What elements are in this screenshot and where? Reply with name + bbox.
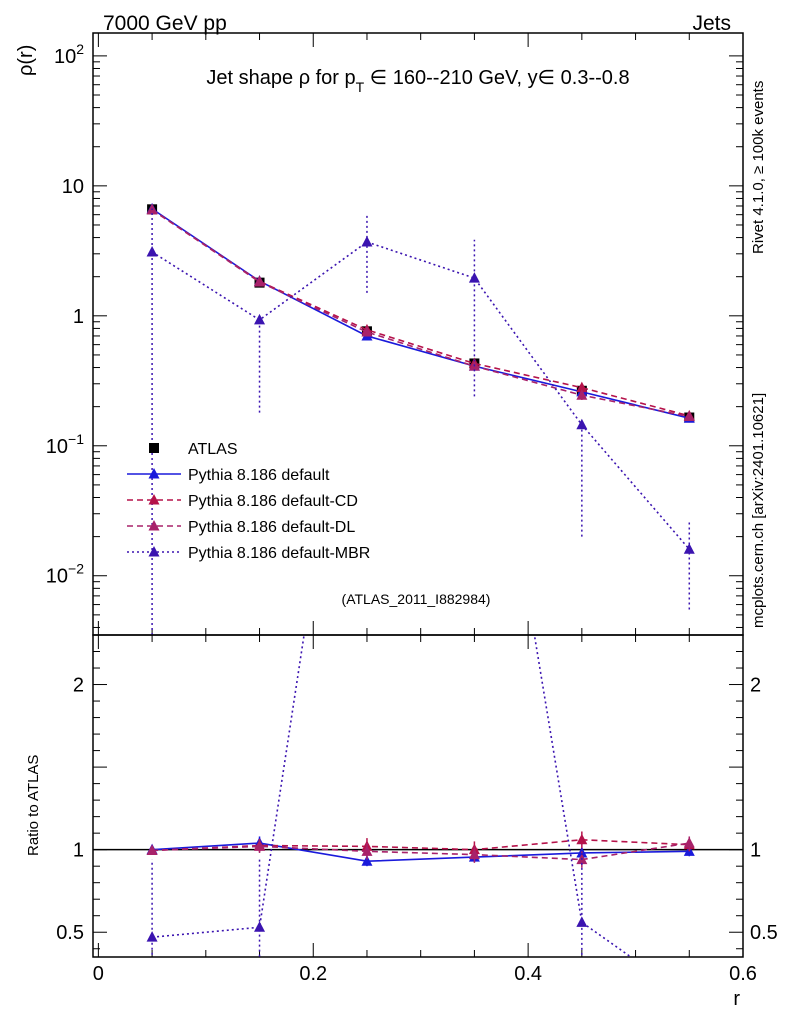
ratio-y-tick-label-left: 2 bbox=[73, 675, 84, 697]
main-y-tick-label: 10 bbox=[62, 176, 84, 198]
ratio-y-axis-label: Ratio to ATLAS bbox=[25, 755, 42, 856]
main-mc-point bbox=[576, 389, 588, 400]
header-energy-label: 7000 GeV pp bbox=[103, 12, 227, 35]
main-mc-point bbox=[468, 272, 480, 283]
main-series-line bbox=[151, 241, 690, 550]
rivet-label: Rivet 4.1.0, ≥ 100k events bbox=[750, 81, 767, 254]
header-category-label: Jets bbox=[692, 12, 731, 35]
legend-label: Pythia 8.186 default-MBR bbox=[188, 545, 370, 562]
ratio-axis-ticks: 0.5 0.5 1 1 2 2 0 0.2 0.4 0.6 bbox=[56, 635, 778, 985]
x-tick-label: 0.2 bbox=[299, 963, 327, 985]
legend-label: Pythia 8.186 default-CD bbox=[188, 493, 358, 510]
ratio-point bbox=[683, 837, 695, 848]
title-part-a: Jet shape ρ for p bbox=[206, 67, 355, 89]
x-tick-label: 0 bbox=[93, 963, 104, 985]
main-series-1 bbox=[146, 202, 695, 423]
ratio-plot-frame bbox=[92, 634, 744, 958]
legend-marker-square bbox=[149, 443, 159, 453]
legend-label: ATLAS bbox=[188, 441, 238, 458]
main-mc-point bbox=[254, 313, 266, 325]
main-y-tick-label: 102 bbox=[54, 41, 84, 68]
title-subscript: T bbox=[356, 79, 365, 95]
ratio-y-tick-label-right: 1 bbox=[750, 840, 761, 862]
x-tick-label: 0.6 bbox=[729, 963, 757, 985]
ratio-point bbox=[684, 992, 695, 1003]
main-mc-point bbox=[146, 245, 158, 257]
main-mc-point bbox=[683, 410, 695, 421]
ratio-y-tick-label-left: 0.5 bbox=[56, 922, 84, 944]
main-series-4 bbox=[146, 208, 695, 635]
ratio-series-line bbox=[152, 635, 633, 957]
ratio-point bbox=[576, 833, 588, 845]
x-tick-label: 0.4 bbox=[514, 963, 542, 985]
main-y-tick-label: 10−2 bbox=[46, 561, 84, 588]
main-series-group bbox=[146, 202, 695, 635]
legend-label: Pythia 8.186 default-DL bbox=[188, 519, 355, 536]
main-axis-ticks: 102 10 1 10−1 10−2 bbox=[46, 33, 744, 635]
main-mc-point bbox=[254, 276, 266, 287]
analysis-annotation: (ATLAS_2011_I882984) bbox=[342, 591, 491, 607]
ratio-point bbox=[146, 931, 158, 942]
ratio-y-tick-label-right: 0.5 bbox=[750, 922, 778, 944]
legend-marker-triangle bbox=[148, 468, 160, 479]
ratio-point bbox=[468, 848, 480, 860]
main-series-line bbox=[151, 209, 690, 417]
ratio-series-line bbox=[152, 842, 690, 861]
legend: ATLAS Pythia 8.186 default Pythia 8.186 de… bbox=[127, 441, 370, 562]
main-mc-point bbox=[576, 381, 588, 393]
main-plot-title: Jet shape ρ for pT ∈ 160--210 GeV, y∈ 0.… bbox=[206, 67, 629, 95]
main-y-tick-label: 10−1 bbox=[46, 431, 84, 458]
ratio-point bbox=[361, 855, 373, 866]
main-series-0 bbox=[147, 204, 695, 423]
main-series-line bbox=[151, 209, 690, 418]
ratio-point bbox=[361, 845, 373, 856]
ratio-point bbox=[254, 921, 266, 932]
ratio-series-3 bbox=[146, 635, 695, 1003]
main-mc-point bbox=[361, 326, 373, 337]
main-y-axis-label: ρ(r) bbox=[15, 45, 37, 76]
main-mc-point bbox=[361, 235, 373, 247]
main-series-line bbox=[151, 208, 690, 419]
legend-marker-triangle bbox=[148, 520, 160, 531]
mcplots-label: mcplots.cern.ch [arXiv:2401.10621] bbox=[750, 393, 767, 628]
legend-label: Pythia 8.186 default bbox=[188, 467, 330, 484]
ratio-y-tick-label-left: 1 bbox=[73, 840, 84, 862]
ratio-y-tick-label-right: 2 bbox=[750, 675, 761, 697]
legend-marker-triangle bbox=[148, 546, 160, 557]
main-mc-point bbox=[576, 418, 588, 430]
x-axis-label: r bbox=[733, 988, 740, 1010]
ratio-series-2 bbox=[146, 836, 695, 868]
main-series-3 bbox=[146, 203, 695, 421]
ratio-point bbox=[146, 844, 158, 855]
ratio-point bbox=[254, 840, 266, 851]
ratio-series-line bbox=[152, 842, 690, 863]
main-series-2 bbox=[146, 203, 695, 421]
main-y-tick-label: 1 bbox=[73, 306, 84, 328]
ratio-series-group bbox=[93, 635, 743, 1003]
main-mc-point bbox=[683, 543, 695, 554]
title-part-b: ∈ 160--210 GeV, y∈ 0.3--0.8 bbox=[364, 67, 629, 89]
legend-marker-triangle bbox=[148, 494, 160, 505]
ratio-point bbox=[576, 916, 588, 927]
